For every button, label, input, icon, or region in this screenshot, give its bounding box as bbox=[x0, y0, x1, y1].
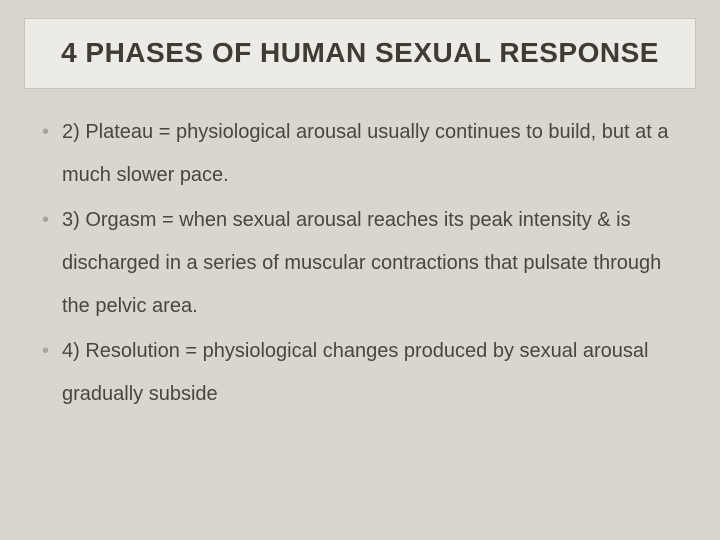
title-box: 4 PHASES OF HUMAN SEXUAL RESPONSE bbox=[24, 18, 696, 89]
bullet-list: 2) Plateau = physiological arousal usual… bbox=[40, 111, 680, 416]
slide-title: 4 PHASES OF HUMAN SEXUAL RESPONSE bbox=[45, 35, 675, 70]
body-area: 2) Plateau = physiological arousal usual… bbox=[0, 89, 720, 416]
slide: 4 PHASES OF HUMAN SEXUAL RESPONSE 2) Pla… bbox=[0, 18, 720, 540]
list-item: 2) Plateau = physiological arousal usual… bbox=[40, 111, 680, 197]
list-item: 4) Resolution = physiological changes pr… bbox=[40, 330, 680, 416]
list-item: 3) Orgasm = when sexual arousal reaches … bbox=[40, 199, 680, 328]
